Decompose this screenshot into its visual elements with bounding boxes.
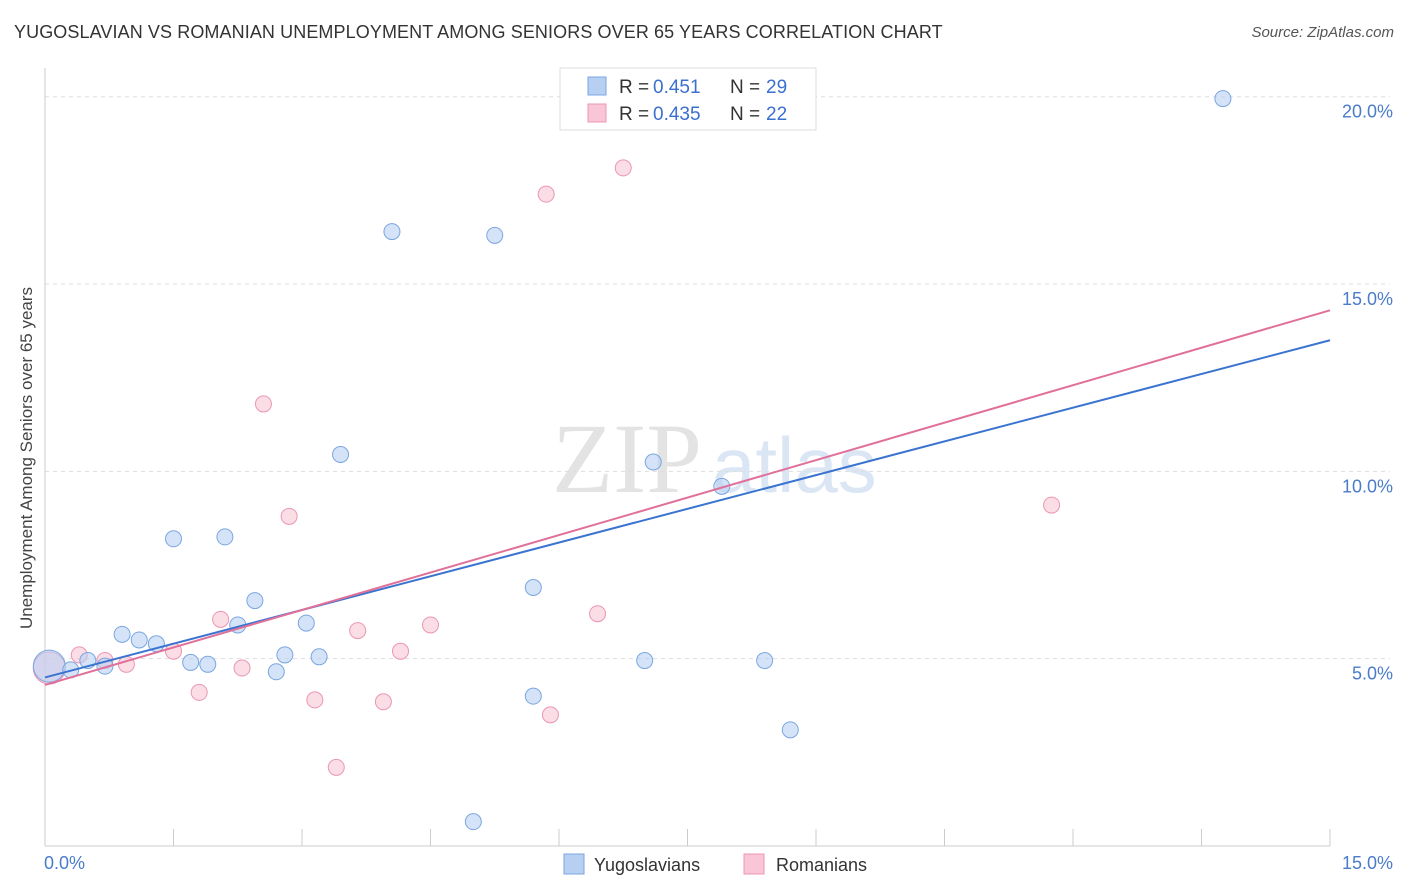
y-axis-label: Unemployment Among Seniors over 65 years <box>17 287 36 629</box>
point-romanians <box>422 616 439 634</box>
watermark: ZIP atlas <box>552 403 877 514</box>
point-yugoslavians <box>644 453 662 471</box>
point-yugoslavians <box>310 648 328 666</box>
point-romanians <box>1043 496 1061 514</box>
x-tick-label-max: 15.0% <box>1342 853 1393 873</box>
point-yugoslavians <box>332 446 350 464</box>
chart-title: YUGOSLAVIAN VS ROMANIAN UNEMPLOYMENT AMO… <box>14 22 943 42</box>
y-tick-labels: 5.0% 10.0% 15.0% 20.0% <box>1342 102 1393 684</box>
trend-lines <box>44 309 1331 686</box>
legend-n-label-blue: N = <box>730 77 760 98</box>
point-romanians <box>306 691 324 709</box>
scatter-points <box>32 90 1232 831</box>
point-romanians <box>254 395 272 413</box>
point-yugoslavians <box>781 721 799 739</box>
point-yugoslavians <box>32 649 66 683</box>
point-yugoslavians <box>130 631 148 649</box>
point-yugoslavians <box>486 226 504 244</box>
legend-r-value-pink: 0.435 <box>653 104 701 125</box>
point-yugoslavians <box>756 652 774 670</box>
trend-line-romanians <box>44 309 1331 686</box>
point-yugoslavians <box>165 530 182 548</box>
y-tick-label: 15.0% <box>1342 289 1393 309</box>
x-tick-labels: 0.0% 15.0% <box>44 853 1393 873</box>
point-romanians <box>392 642 410 660</box>
point-romanians <box>374 693 392 711</box>
legend-n-label-pink: N = <box>730 104 760 125</box>
point-yugoslavians <box>524 579 542 597</box>
point-yugoslavians <box>1214 90 1232 108</box>
bottom-legend-yugoslavians: Yugoslavians <box>594 855 700 875</box>
legend-swatch-blue <box>587 76 607 96</box>
y-tick-label: 10.0% <box>1342 476 1393 496</box>
point-romanians <box>614 159 632 177</box>
legend-r-label-pink: R = <box>619 104 649 125</box>
point-romanians <box>589 605 607 623</box>
trend-line-yugoslavians <box>44 339 1331 679</box>
legend-box: R = 0.451 N = 29 R = 0.435 N = 22 <box>559 67 817 131</box>
point-yugoslavians <box>464 813 482 831</box>
legend-r-label-blue: R = <box>619 77 649 98</box>
point-yugoslavians <box>199 655 217 673</box>
y-tick-label: 20.0% <box>1342 102 1393 122</box>
point-yugoslavians <box>524 687 542 705</box>
point-yugoslavians <box>113 625 131 643</box>
legend-n-value-blue: 29 <box>766 77 787 98</box>
watermark-zip: ZIP <box>552 403 702 514</box>
axes <box>44 68 1331 847</box>
legend-n-value-pink: 22 <box>766 104 787 125</box>
point-romanians <box>212 610 230 628</box>
x-tick-label-min: 0.0% <box>44 853 85 873</box>
point-yugoslavians <box>216 528 234 546</box>
bottom-legend-swatch-yugoslavians <box>563 853 585 875</box>
point-yugoslavians <box>636 652 654 670</box>
point-romanians <box>541 706 559 724</box>
legend-r-value-blue: 0.451 <box>653 77 701 98</box>
point-romanians <box>190 683 208 701</box>
point-romanians <box>327 758 345 776</box>
point-romanians <box>280 507 298 525</box>
point-yugoslavians <box>383 223 401 241</box>
point-yugoslavians <box>182 653 200 671</box>
point-yugoslavians <box>297 614 315 632</box>
bottom-legend: Yugoslavians Romanians <box>563 853 867 875</box>
bottom-legend-romanians: Romanians <box>776 855 867 875</box>
point-romanians <box>537 185 555 203</box>
y-tick-label: 5.0% <box>1352 664 1393 684</box>
point-romanians <box>233 659 251 677</box>
point-romanians <box>349 622 367 640</box>
point-yugoslavians <box>276 646 294 664</box>
source-label: Source: ZipAtlas.com <box>1251 24 1394 41</box>
point-yugoslavians <box>246 592 264 610</box>
bottom-legend-swatch-romanians <box>743 853 765 875</box>
legend-swatch-pink <box>587 103 607 123</box>
point-yugoslavians <box>713 477 731 495</box>
point-yugoslavians <box>267 663 285 681</box>
